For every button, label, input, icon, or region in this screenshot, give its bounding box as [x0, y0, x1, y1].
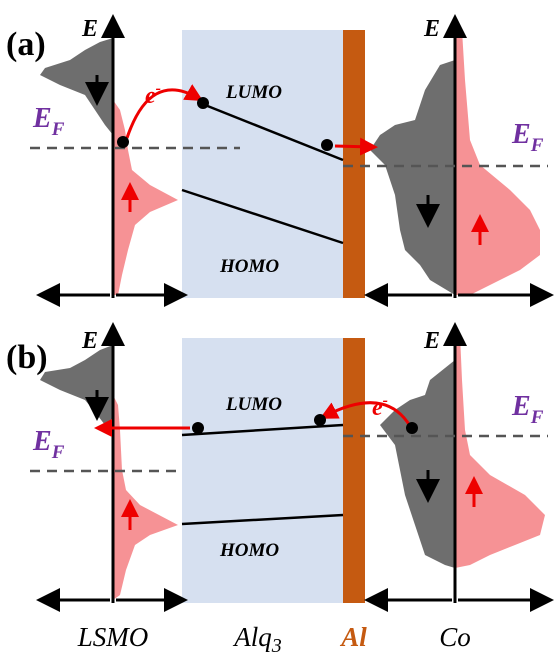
shape [455, 335, 545, 568]
axis-label: E [423, 328, 440, 354]
electron-sup: - [156, 80, 161, 97]
fermi-sub: F [530, 407, 544, 428]
panel-a: (a) E E EF EF e- LUMO HOMO [6, 16, 548, 298]
diagram: (a) E E EF EF e- LUMO HOMO (b) [0, 0, 558, 657]
fermi-text: E [32, 426, 52, 457]
axis-label: E [423, 16, 440, 42]
fermi-label: EF [511, 391, 544, 428]
layer [343, 338, 365, 603]
fermi-text: E [32, 103, 52, 134]
axis-label: E [81, 328, 98, 354]
electron-dot [192, 422, 204, 434]
material-label: LSMO [77, 622, 149, 652]
lumo-label: LUMO [225, 82, 282, 103]
panel-b: (b) E E EF EF e- LUMO HOMO [6, 328, 548, 603]
electron-dot [321, 139, 333, 151]
electron-label: e- [372, 392, 388, 421]
electron-label: e- [145, 80, 161, 109]
fermi-label: EF [511, 119, 544, 156]
fermi-text: E [511, 391, 531, 422]
material-label: Alq3 [232, 622, 282, 657]
fermi-text: E [511, 119, 531, 150]
layer [343, 30, 365, 298]
material-label: Al [339, 622, 367, 652]
layer [182, 338, 343, 603]
shape [113, 395, 178, 600]
axis-label: E [81, 16, 98, 42]
electron-sup: - [383, 392, 388, 409]
material-text: Alq [232, 622, 272, 652]
electron-text: e [372, 395, 383, 421]
electron-dot [117, 136, 129, 148]
fermi-sub: F [51, 119, 65, 140]
panel-label: (b) [6, 339, 48, 376]
homo-label: HOMO [219, 256, 279, 277]
electron-dot [314, 414, 326, 426]
lumo-label: LUMO [225, 394, 282, 415]
shape [455, 30, 540, 295]
fermi-label: EF [32, 426, 65, 463]
shape [370, 60, 455, 295]
electron-dot [197, 97, 209, 109]
material-label: Co [439, 622, 471, 652]
panel-label: (a) [6, 26, 46, 63]
fermi-sub: F [51, 442, 65, 463]
electron-dot [406, 422, 418, 434]
fermi-sub: F [530, 135, 544, 156]
homo-label: HOMO [219, 540, 279, 561]
shape [113, 100, 178, 295]
electron-text: e [145, 83, 156, 109]
shape [40, 345, 113, 430]
shape [380, 360, 455, 568]
material-sub: 3 [271, 635, 282, 657]
line [335, 146, 372, 147]
fermi-label: EF [32, 103, 65, 140]
